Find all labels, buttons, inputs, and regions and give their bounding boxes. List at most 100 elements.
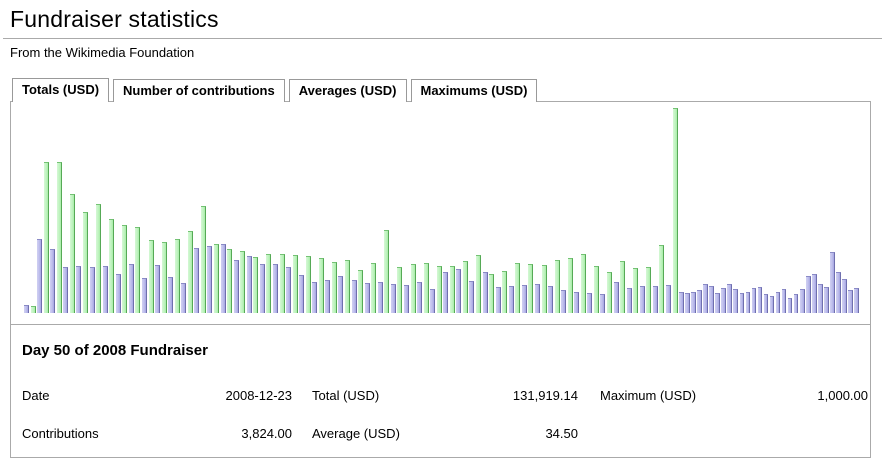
bar-blue[interactable] — [456, 269, 462, 313]
bar-green[interactable] — [148, 240, 154, 313]
bar-blue[interactable] — [697, 290, 702, 313]
bar-blue[interactable] — [836, 272, 841, 313]
bar-blue[interactable] — [763, 294, 769, 313]
bar-green[interactable] — [227, 249, 233, 313]
bar-blue[interactable] — [848, 290, 853, 313]
bar-green[interactable] — [214, 244, 219, 313]
bar-green[interactable] — [318, 258, 324, 313]
bar-blue[interactable] — [574, 292, 580, 313]
bar-blue[interactable] — [733, 289, 738, 313]
bar-blue[interactable] — [390, 284, 396, 313]
bar-blue[interactable] — [207, 246, 213, 313]
bar-blue[interactable] — [721, 288, 726, 313]
bar-blue[interactable] — [24, 305, 29, 313]
bar-blue[interactable] — [312, 282, 318, 313]
bar-green[interactable] — [580, 254, 586, 313]
bar-green[interactable] — [659, 245, 665, 313]
tab-maximums-usd[interactable]: Maximums (USD) — [410, 79, 538, 102]
bar-green[interactable] — [345, 260, 350, 313]
bar-green[interactable] — [620, 261, 626, 313]
bar-blue[interactable] — [155, 265, 160, 313]
bar-blue[interactable] — [751, 288, 757, 313]
bar-blue[interactable] — [639, 286, 645, 313]
bar-blue[interactable] — [775, 292, 781, 313]
bar-blue[interactable] — [739, 293, 744, 313]
bar-green[interactable] — [30, 306, 36, 313]
bar-green[interactable] — [672, 108, 678, 313]
bar-blue[interactable] — [495, 287, 501, 313]
bar-green[interactable] — [371, 263, 377, 313]
bar-blue[interactable] — [691, 292, 696, 313]
bar-blue[interactable] — [246, 256, 252, 313]
bar-green[interactable] — [135, 227, 141, 313]
bar-blue[interactable] — [377, 282, 383, 313]
bar-blue[interactable] — [351, 280, 357, 313]
bar-blue[interactable] — [299, 275, 305, 313]
bar-blue[interactable] — [128, 264, 134, 313]
bar-blue[interactable] — [417, 282, 422, 313]
bar-green[interactable] — [646, 267, 652, 313]
bar-green[interactable] — [109, 219, 115, 313]
bar-green[interactable] — [423, 263, 429, 313]
bar-blue[interactable] — [194, 248, 200, 313]
bar-green[interactable] — [174, 239, 180, 313]
bar-blue[interactable] — [76, 266, 82, 313]
tab-averages-usd[interactable]: Averages (USD) — [288, 79, 407, 102]
bar-blue[interactable] — [745, 292, 751, 313]
bar-blue[interactable] — [769, 296, 775, 313]
bar-blue[interactable] — [325, 280, 331, 313]
bar-green[interactable] — [436, 266, 442, 313]
bar-blue[interactable] — [800, 289, 805, 313]
bar-green[interactable] — [43, 162, 49, 313]
bar-green[interactable] — [489, 274, 495, 313]
bar-green[interactable] — [607, 272, 612, 313]
bar-blue[interactable] — [854, 288, 859, 313]
bar-green[interactable] — [633, 268, 639, 313]
bar-green[interactable] — [200, 206, 206, 313]
bar-blue[interactable] — [600, 294, 606, 313]
bar-blue[interactable] — [812, 274, 817, 313]
bar-blue[interactable] — [830, 252, 835, 313]
bar-green[interactable] — [593, 266, 599, 313]
bar-green[interactable] — [266, 254, 272, 313]
bar-blue[interactable] — [50, 249, 56, 313]
bar-blue[interactable] — [37, 239, 43, 313]
bar-blue[interactable] — [613, 282, 619, 313]
bar-blue[interactable] — [793, 294, 799, 313]
bar-blue[interactable] — [665, 285, 671, 313]
bar-blue[interactable] — [430, 289, 436, 313]
bar-blue[interactable] — [286, 267, 291, 313]
bar-green[interactable] — [279, 254, 285, 313]
bar-blue[interactable] — [715, 293, 720, 313]
bar-green[interactable] — [502, 271, 508, 313]
tab-totals-usd[interactable]: Totals (USD) — [12, 78, 110, 102]
bar-green[interactable] — [187, 231, 193, 313]
bar-blue[interactable] — [587, 293, 593, 313]
bar-blue[interactable] — [364, 283, 370, 313]
bar-green[interactable] — [292, 255, 298, 313]
bar-green[interactable] — [83, 212, 88, 313]
bar-blue[interactable] — [168, 277, 174, 313]
bar-blue[interactable] — [233, 260, 239, 313]
bar-blue[interactable] — [818, 284, 823, 313]
bar-blue[interactable] — [272, 264, 278, 313]
bar-blue[interactable] — [482, 272, 488, 313]
bar-green[interactable] — [554, 260, 560, 313]
bar-green[interactable] — [253, 257, 259, 313]
bar-blue[interactable] — [403, 285, 409, 313]
bar-blue[interactable] — [521, 285, 527, 313]
bar-blue[interactable] — [787, 298, 793, 313]
bar-blue[interactable] — [842, 279, 847, 313]
bar-green[interactable] — [476, 255, 481, 313]
bar-green[interactable] — [397, 267, 403, 313]
bar-blue[interactable] — [652, 286, 658, 313]
bar-blue[interactable] — [685, 293, 690, 313]
bar-blue[interactable] — [469, 281, 475, 313]
bar-blue[interactable] — [561, 290, 567, 313]
bar-green[interactable] — [384, 230, 390, 313]
bar-green[interactable] — [161, 242, 167, 313]
bar-blue[interactable] — [703, 284, 708, 313]
bar-blue[interactable] — [824, 287, 829, 313]
bar-blue[interactable] — [259, 264, 265, 313]
bar-blue[interactable] — [102, 266, 108, 313]
